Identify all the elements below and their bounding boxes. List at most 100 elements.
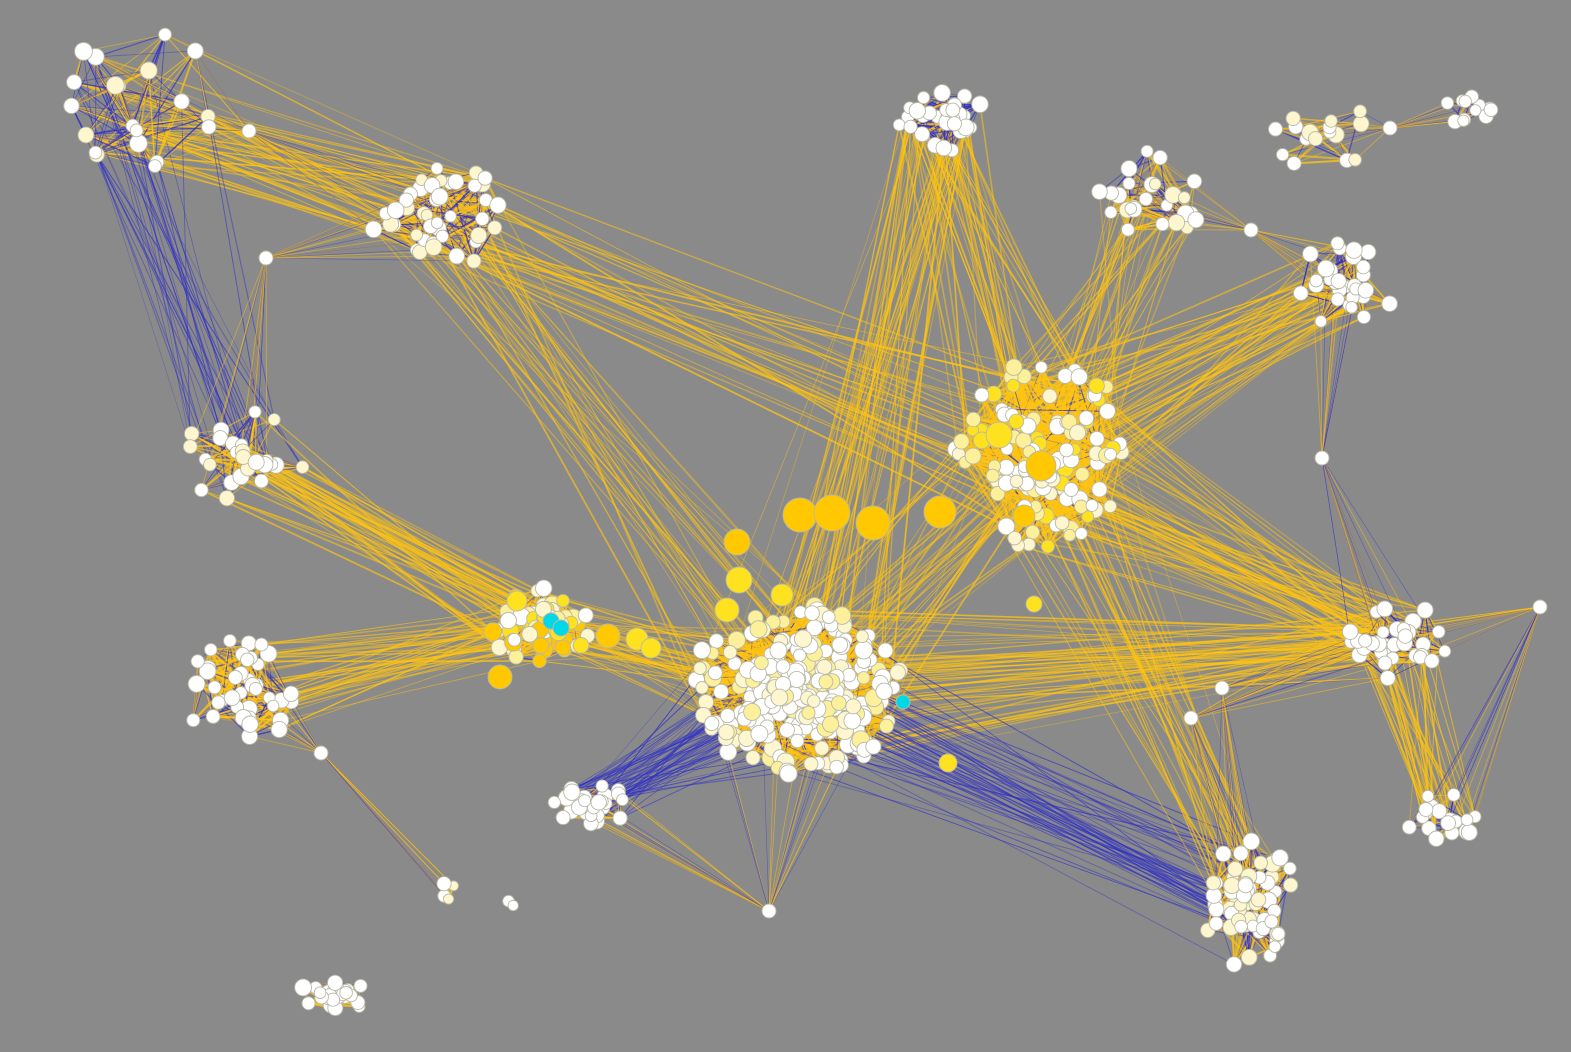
- graph-edge: [858, 608, 1386, 745]
- graph-edge: [798, 116, 909, 656]
- graph-edge: [195, 50, 250, 132]
- graph-edge: [1070, 488, 1382, 653]
- graph-edge: [95, 56, 211, 465]
- graph-edge: [95, 55, 183, 103]
- graph-edge: [221, 640, 231, 701]
- graph-edge: [320, 752, 454, 887]
- graph-edge: [291, 701, 322, 754]
- graph-edge: [85, 134, 156, 167]
- graph-edge: [1159, 157, 1193, 214]
- graph-edge: [393, 223, 1058, 428]
- graph-edge: [390, 223, 1044, 488]
- graph-edge: [1321, 457, 1393, 659]
- graph-edge: [1321, 457, 1352, 643]
- graph-edge: [762, 109, 954, 631]
- graph-edge: [1061, 289, 1367, 524]
- graph-edge: [497, 204, 1040, 445]
- graph-edge: [1363, 647, 1427, 814]
- graph-edge: [85, 134, 158, 163]
- graph-edge: [993, 242, 1338, 395]
- graph-edge: [882, 676, 1244, 889]
- graph-edge: [841, 482, 1007, 617]
- graph-edge: [231, 481, 535, 620]
- graph-edge: [798, 703, 1275, 912]
- graph-edge: [437, 227, 800, 710]
- graph-edge: [1444, 606, 1541, 652]
- graph-edge: [880, 112, 921, 702]
- graph-edge: [71, 105, 139, 144]
- graph-edge: [1250, 229, 1330, 272]
- graph-edge: [1070, 432, 1253, 842]
- graph-edge: [273, 419, 542, 646]
- graph-edge: [255, 257, 267, 463]
- graph-edge: [875, 706, 1240, 911]
- graph-edge: [1422, 644, 1476, 817]
- graph-edge: [1433, 606, 1541, 809]
- graph-edge: [836, 757, 1256, 905]
- graph-edge: [1190, 655, 1385, 719]
- graph-edge: [71, 56, 97, 107]
- graph-edge: [958, 453, 1250, 958]
- graph-edge: [71, 105, 209, 117]
- graph-edge: [430, 225, 771, 680]
- graph-edge: [1070, 459, 1238, 902]
- graph-edge: [1094, 509, 1405, 644]
- graph-edge: [841, 480, 1043, 636]
- graph-edge: [248, 130, 440, 198]
- graph-edge: [430, 225, 774, 623]
- graph-edge: [1354, 127, 1391, 161]
- graph-edge: [1128, 168, 1177, 224]
- graph-edge: [1190, 717, 1215, 896]
- graph-edge: [1092, 395, 1257, 904]
- graph-edge: [164, 34, 250, 132]
- graph-edge: [1455, 606, 1541, 822]
- graph-edge: [439, 196, 1088, 423]
- graph-edge: [1014, 537, 1260, 933]
- graph-edge: [1190, 646, 1381, 719]
- graph-edge: [1095, 452, 1414, 623]
- graph-edge: [281, 649, 545, 701]
- graph-edge: [439, 196, 823, 685]
- graph-edge: [1293, 131, 1331, 165]
- graph-edge: [1074, 288, 1357, 372]
- graph-edge: [590, 815, 770, 912]
- graph-edge: [265, 257, 474, 262]
- graph-edge: [241, 444, 517, 658]
- graph-edge: [119, 85, 209, 128]
- graph-edge: [783, 150, 953, 622]
- graph-edge: [1422, 606, 1541, 818]
- graph-edge: [1190, 717, 1242, 854]
- graph-edge: [1221, 687, 1259, 900]
- graph-edge: [132, 125, 244, 452]
- graph-edge: [825, 645, 1381, 683]
- graph-edge: [373, 228, 458, 258]
- graph-edge: [1468, 606, 1541, 833]
- graph-edge: [484, 177, 1028, 468]
- graph-edge: [1386, 677, 1441, 812]
- graph-edge: [821, 613, 1351, 633]
- graph-edge: [854, 734, 1254, 920]
- graph-edge: [485, 199, 1049, 548]
- graph-edge: [873, 697, 1246, 923]
- graph-edge: [1321, 288, 1357, 459]
- graph-edge: [844, 127, 967, 622]
- graph-edge: [373, 228, 1080, 378]
- graph-edge: [265, 234, 417, 259]
- graph-edge: [1424, 609, 1476, 817]
- graph-edge: [71, 105, 250, 132]
- graph-edge: [95, 50, 196, 154]
- graph-edge: [248, 467, 500, 649]
- graph-edge: [1387, 677, 1427, 814]
- graph-edge: [1063, 463, 1276, 912]
- graph-edge: [843, 690, 1278, 942]
- graph-edge: [395, 209, 762, 670]
- graph-edge: [132, 125, 456, 183]
- graph-edge: [164, 34, 477, 174]
- graph-edge: [768, 748, 823, 912]
- graph-edge: [73, 82, 249, 469]
- graph-edge: [793, 115, 924, 687]
- graph-edge: [95, 116, 209, 153]
- graph-edge: [201, 452, 237, 491]
